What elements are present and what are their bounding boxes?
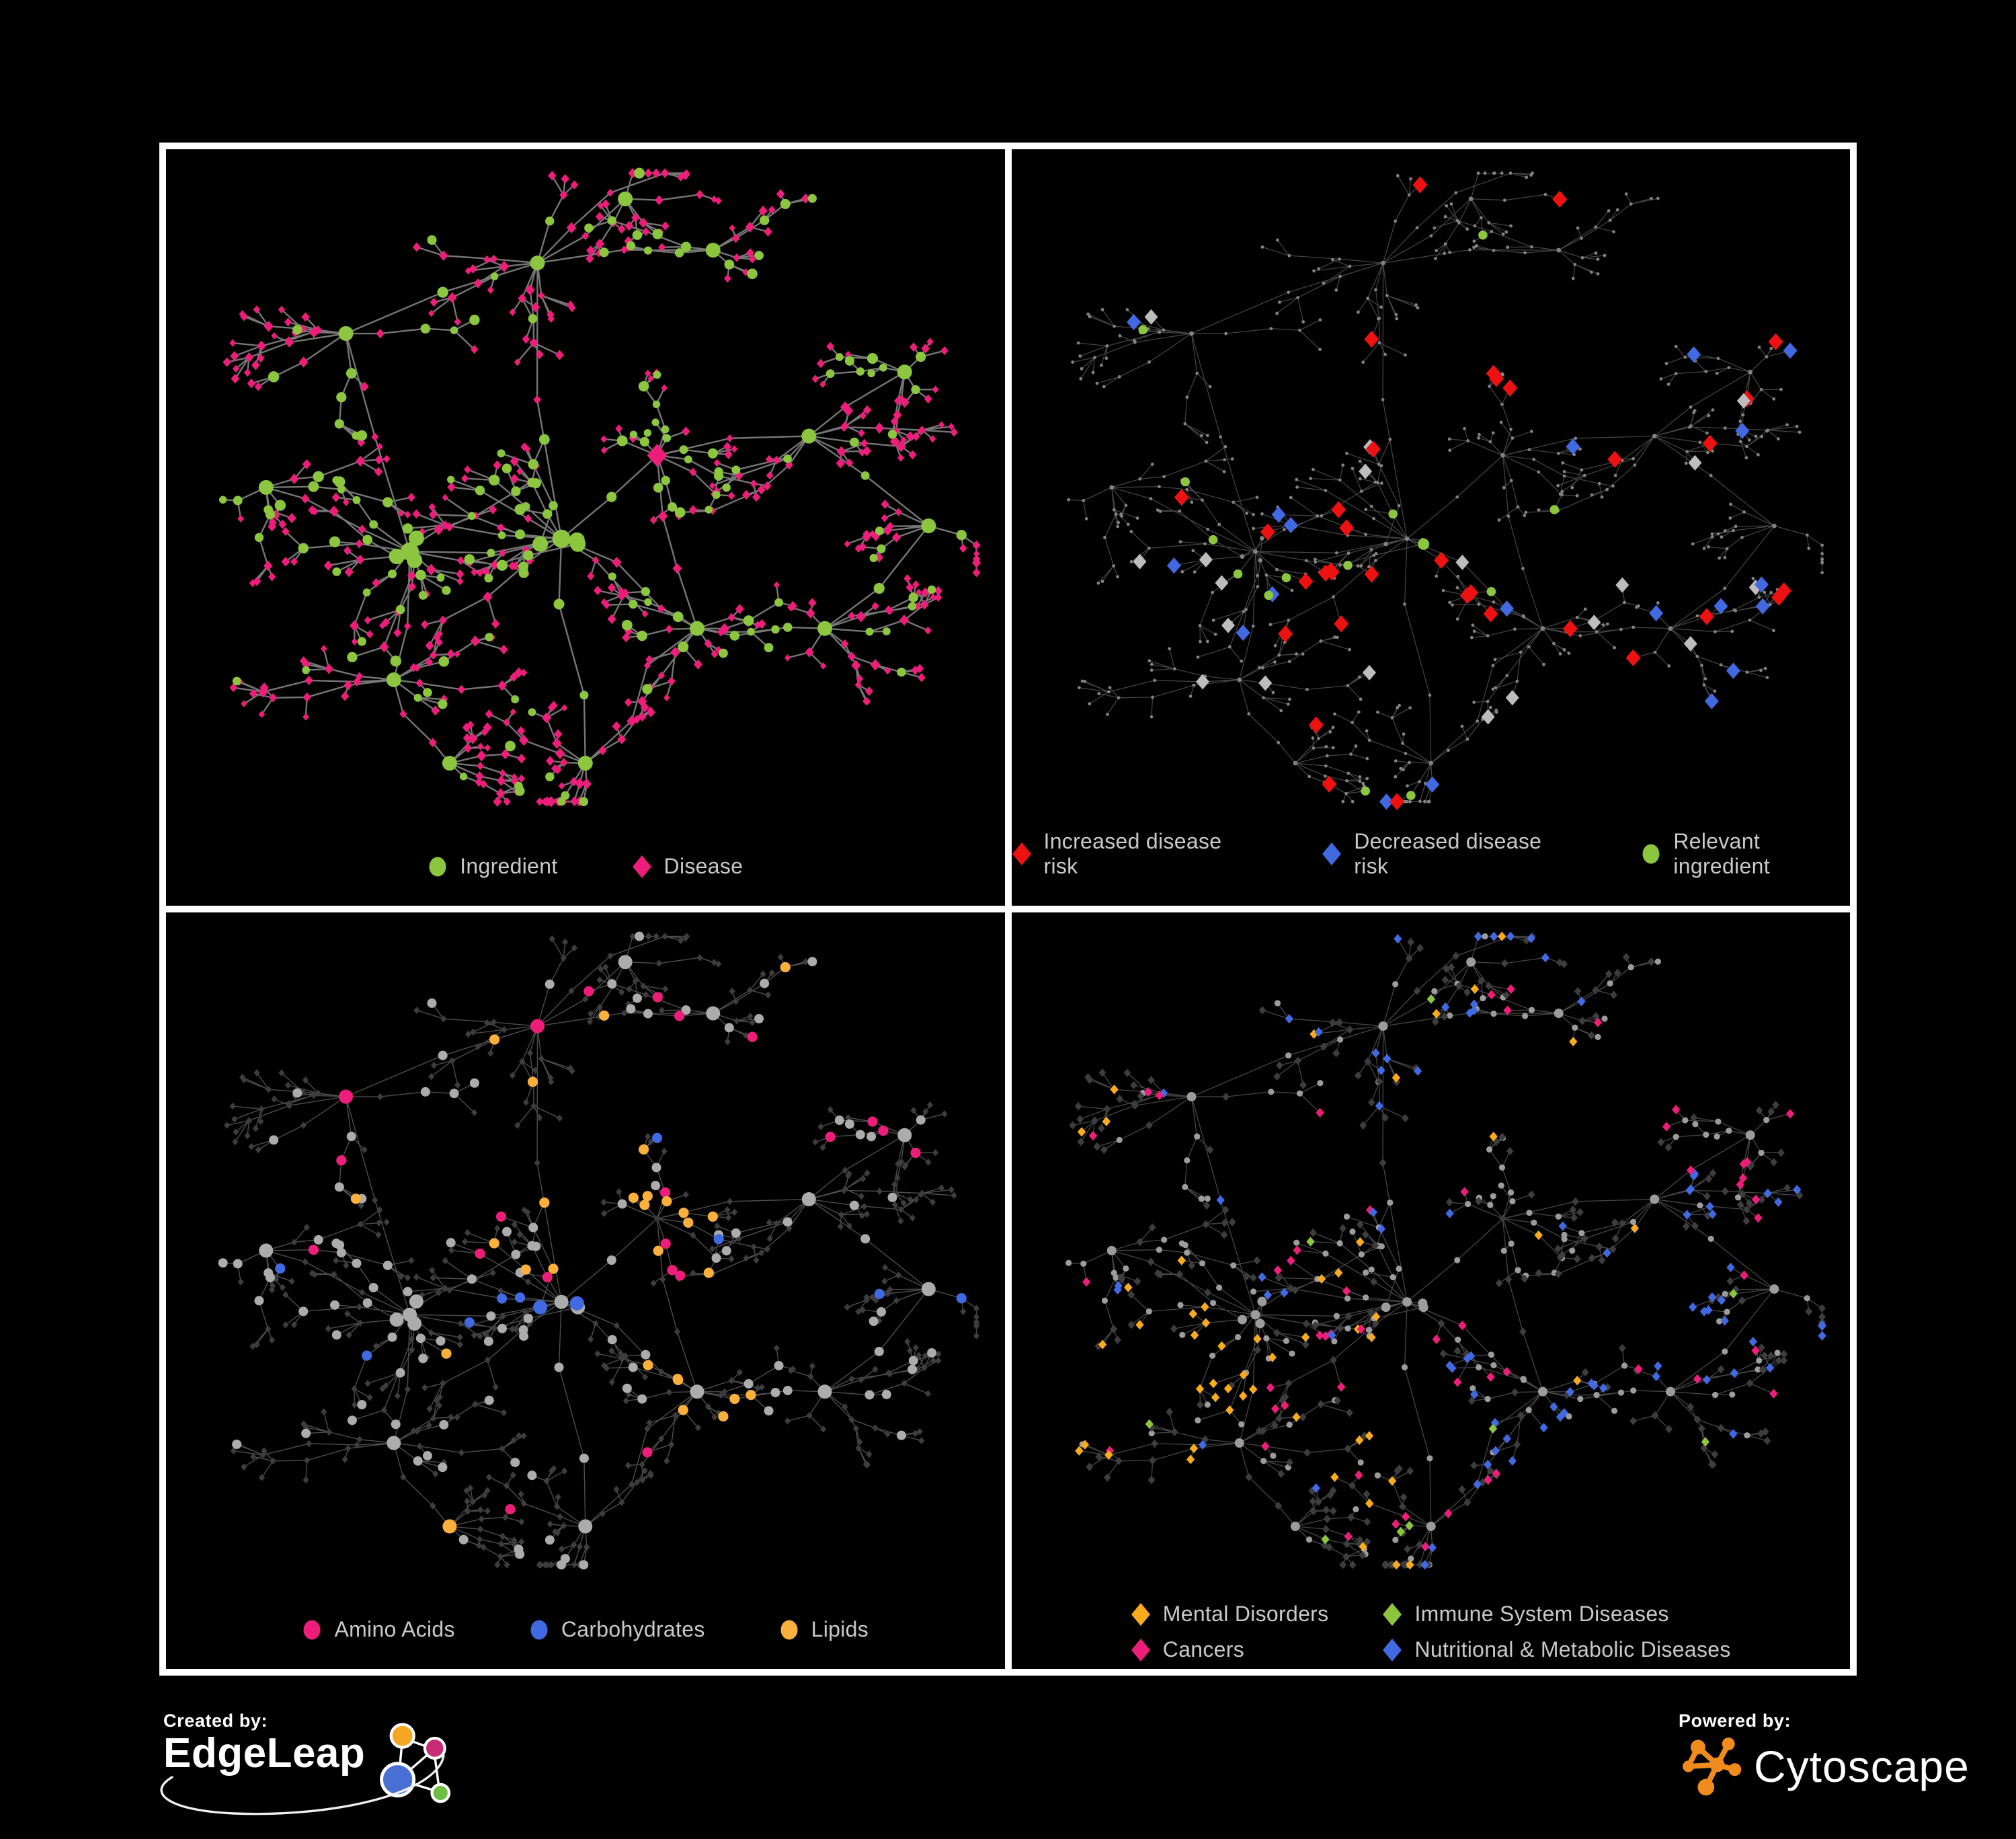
network-graph-disease-risk xyxy=(1066,171,1824,810)
legend-label: Cancers xyxy=(1162,1637,1245,1661)
panel-disease-classes: Mental Disorders Immune System Diseases Ca… xyxy=(1011,912,1851,1669)
legend-item-ingredient-disease-0: Ingredient xyxy=(428,854,557,879)
legend-marker-circle-icon xyxy=(530,1620,548,1639)
legend-nutrient-classes: Amino Acids Carbohydrates Lipids xyxy=(166,1617,1005,1642)
panel-ingredient-disease: Ingredient Disease xyxy=(166,149,1005,906)
legend-item-disease-risk-0: Increased disease risk xyxy=(1012,829,1248,879)
network-canvas-ingredient-disease xyxy=(166,149,1005,906)
legend-label: Carbohydrates xyxy=(561,1617,705,1641)
legend-item-nutrient-classes-0: Amino Acids xyxy=(302,1617,455,1642)
legend-label: Mental Disorders xyxy=(1162,1602,1329,1626)
network-graph-nutrient-classes xyxy=(218,931,980,1570)
legend-marker-circle-icon xyxy=(303,1620,321,1639)
cytoscape-credit: Powered by: Cytoscape xyxy=(1679,1711,1970,1800)
network-graph-disease-classes xyxy=(1065,931,1826,1570)
legend-item-ingredient-disease-1: Disease xyxy=(632,854,743,879)
legend-label: Disease xyxy=(663,854,743,878)
panel-nutrient-classes: Amino Acids Carbohydrates Lipids xyxy=(166,912,1005,1669)
cytoscape-wordmark: Cytoscape xyxy=(1754,1742,1970,1791)
panel-disease-risk: Increased disease risk Decreased disease … xyxy=(1011,149,1851,906)
legend-item-disease-risk-2: Relevant ingredient xyxy=(1641,829,1850,879)
legend-label: Immune System Diseases xyxy=(1414,1602,1669,1626)
legend-marker-diamond-icon xyxy=(632,855,651,878)
legend-marker-diamond-icon xyxy=(1131,1638,1150,1661)
legend-item-nutrient-classes-1: Carbohydrates xyxy=(529,1617,705,1642)
legend-label: Lipids xyxy=(811,1617,869,1641)
network-canvas-disease-risk xyxy=(1012,149,1851,906)
legend-ingredient-disease: Ingredient Disease xyxy=(166,854,1005,879)
legend-marker-diamond-icon xyxy=(1012,843,1031,865)
network-canvas-nutrient-classes xyxy=(166,912,1005,1669)
legend-marker-diamond-icon xyxy=(1322,843,1342,865)
figure-grid: Ingredient Disease Increased disease risk… xyxy=(159,143,1857,1676)
edgeleap-logo-icon xyxy=(380,1723,451,1803)
legend-marker-circle-icon xyxy=(429,857,446,876)
legend-label: Relevant ingredient xyxy=(1673,829,1770,878)
legend-label: Decreased disease risk xyxy=(1354,829,1542,878)
network-canvas-disease-classes xyxy=(1012,912,1851,1669)
legend-disease-classes: Mental Disorders Immune System Diseases Ca… xyxy=(1012,1602,1851,1662)
powered-by-label: Powered by: xyxy=(1679,1711,1791,1731)
legend-disease-risk: Increased disease risk Decreased disease … xyxy=(1012,829,1851,879)
legend-label: Increased disease risk xyxy=(1043,829,1222,878)
legend-item-disease-classes-0: Mental Disorders xyxy=(1131,1602,1329,1627)
legend-label: Ingredient xyxy=(460,854,558,878)
legend-label: Nutritional & Metabolic Diseases xyxy=(1414,1637,1731,1661)
legend-marker-diamond-icon xyxy=(1383,1638,1402,1661)
legend-marker-diamond-icon xyxy=(1131,1602,1150,1626)
legend-item-disease-classes-3: Nutritional & Metabolic Diseases xyxy=(1382,1637,1730,1662)
legend-marker-diamond-icon xyxy=(1383,1602,1402,1626)
legend-marker-circle-icon xyxy=(1642,844,1660,864)
edgeleap-credit: Created by: EdgeLeap xyxy=(160,1711,458,1822)
cytoscape-logo-icon xyxy=(1683,1737,1742,1796)
edgeleap-wordmark: EdgeLeap xyxy=(163,1730,366,1776)
legend-label: Amino Acids xyxy=(334,1617,455,1641)
legend-item-disease-classes-2: Cancers xyxy=(1131,1637,1329,1662)
network-graph-ingredient-disease xyxy=(218,167,981,808)
created-by-label: Created by: xyxy=(163,1711,268,1731)
legend-marker-circle-icon xyxy=(780,1620,798,1639)
legend-item-disease-classes-1: Immune System Diseases xyxy=(1382,1602,1730,1627)
legend-item-nutrient-classes-2: Lipids xyxy=(779,1617,869,1642)
legend-item-disease-risk-1: Decreased disease risk xyxy=(1322,829,1567,879)
